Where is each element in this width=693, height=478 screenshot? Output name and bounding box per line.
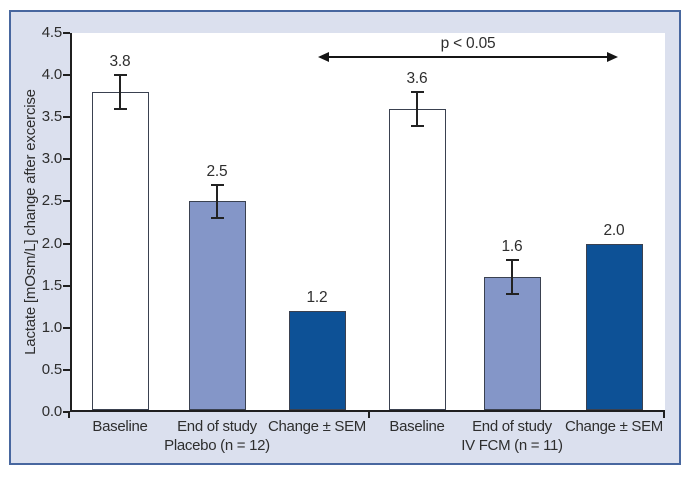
y-tick-label: 4.0: [41, 66, 62, 84]
y-tick-label: 0.0: [41, 403, 62, 420]
y-tick-mark: [63, 74, 70, 77]
error-bar: [119, 75, 121, 109]
bar-value-label: 1.2: [306, 288, 328, 306]
y-tick-mark: [63, 116, 70, 119]
x-category-label: Change ± SEM: [564, 418, 664, 435]
error-bar-top-cap: [113, 74, 127, 77]
error-bar-bottom-cap: [113, 107, 127, 110]
y-axis-label: Lactate [mOsm/L] change after excercise: [22, 89, 39, 355]
y-tick-label: 2.0: [41, 234, 62, 252]
error-bar-top-cap: [410, 90, 424, 93]
y-tick-mark: [63, 411, 70, 413]
plot-area: [70, 33, 665, 412]
bar-end-of-study-iv-fcm: [483, 277, 541, 410]
x-tick-mark: [68, 412, 70, 418]
error-bar-bottom-cap: [410, 124, 424, 127]
y-tick-label: 2.5: [41, 192, 62, 210]
bar-change-sem-placebo: [288, 310, 346, 410]
y-tick-mark: [63, 200, 70, 203]
significance-label: p < 0.05: [440, 35, 496, 52]
x-category-label: End of study: [472, 418, 552, 435]
error-bar: [216, 184, 218, 219]
x-category-label: Change ± SEM: [267, 418, 367, 435]
x-tick-mark: [368, 412, 370, 418]
y-tick-label: 1.5: [41, 276, 62, 294]
bar-value-label: 2.0: [603, 221, 625, 239]
group-label: Placebo (n = 12): [164, 437, 270, 454]
x-tick-mark: [663, 412, 665, 418]
arrow-left-head-icon: [318, 52, 329, 62]
x-category-label: Baseline: [389, 418, 445, 435]
y-tick-label: 3.5: [41, 108, 62, 126]
bar-baseline-placebo: [91, 91, 149, 410]
bar-change-sem-iv-fcm: [585, 243, 643, 410]
y-tick-mark: [63, 158, 70, 161]
error-bar-top-cap: [505, 259, 519, 262]
x-category-label: End of study: [177, 418, 257, 435]
y-tick-mark: [63, 368, 70, 371]
bar-value-label: 2.5: [206, 162, 228, 180]
bar-value-label: 3.8: [109, 53, 131, 71]
error-bar-top-cap: [210, 183, 224, 186]
y-tick-label: 1.0: [41, 318, 62, 336]
x-category-label: Baseline: [92, 418, 148, 435]
y-tick-mark: [63, 32, 70, 34]
y-tick-label: 0.5: [41, 360, 62, 378]
error-bar-bottom-cap: [505, 293, 519, 296]
y-tick-label: 3.0: [41, 150, 62, 168]
error-bar: [511, 260, 513, 295]
significance-arrow-line: [320, 56, 616, 58]
error-bar-bottom-cap: [210, 217, 224, 220]
error-bar: [416, 91, 418, 126]
arrow-right-head-icon: [607, 52, 618, 62]
bar-value-label: 1.6: [501, 238, 523, 256]
y-tick-mark: [63, 242, 70, 245]
y-tick-label: 4.5: [41, 24, 62, 41]
y-tick-mark: [63, 284, 70, 287]
group-label: IV FCM (n = 11): [461, 437, 563, 454]
bar-value-label: 3.6: [406, 69, 428, 87]
y-tick-mark: [63, 326, 70, 329]
bar-end-of-study-placebo: [188, 201, 246, 410]
bar-baseline-iv-fcm: [388, 108, 446, 410]
